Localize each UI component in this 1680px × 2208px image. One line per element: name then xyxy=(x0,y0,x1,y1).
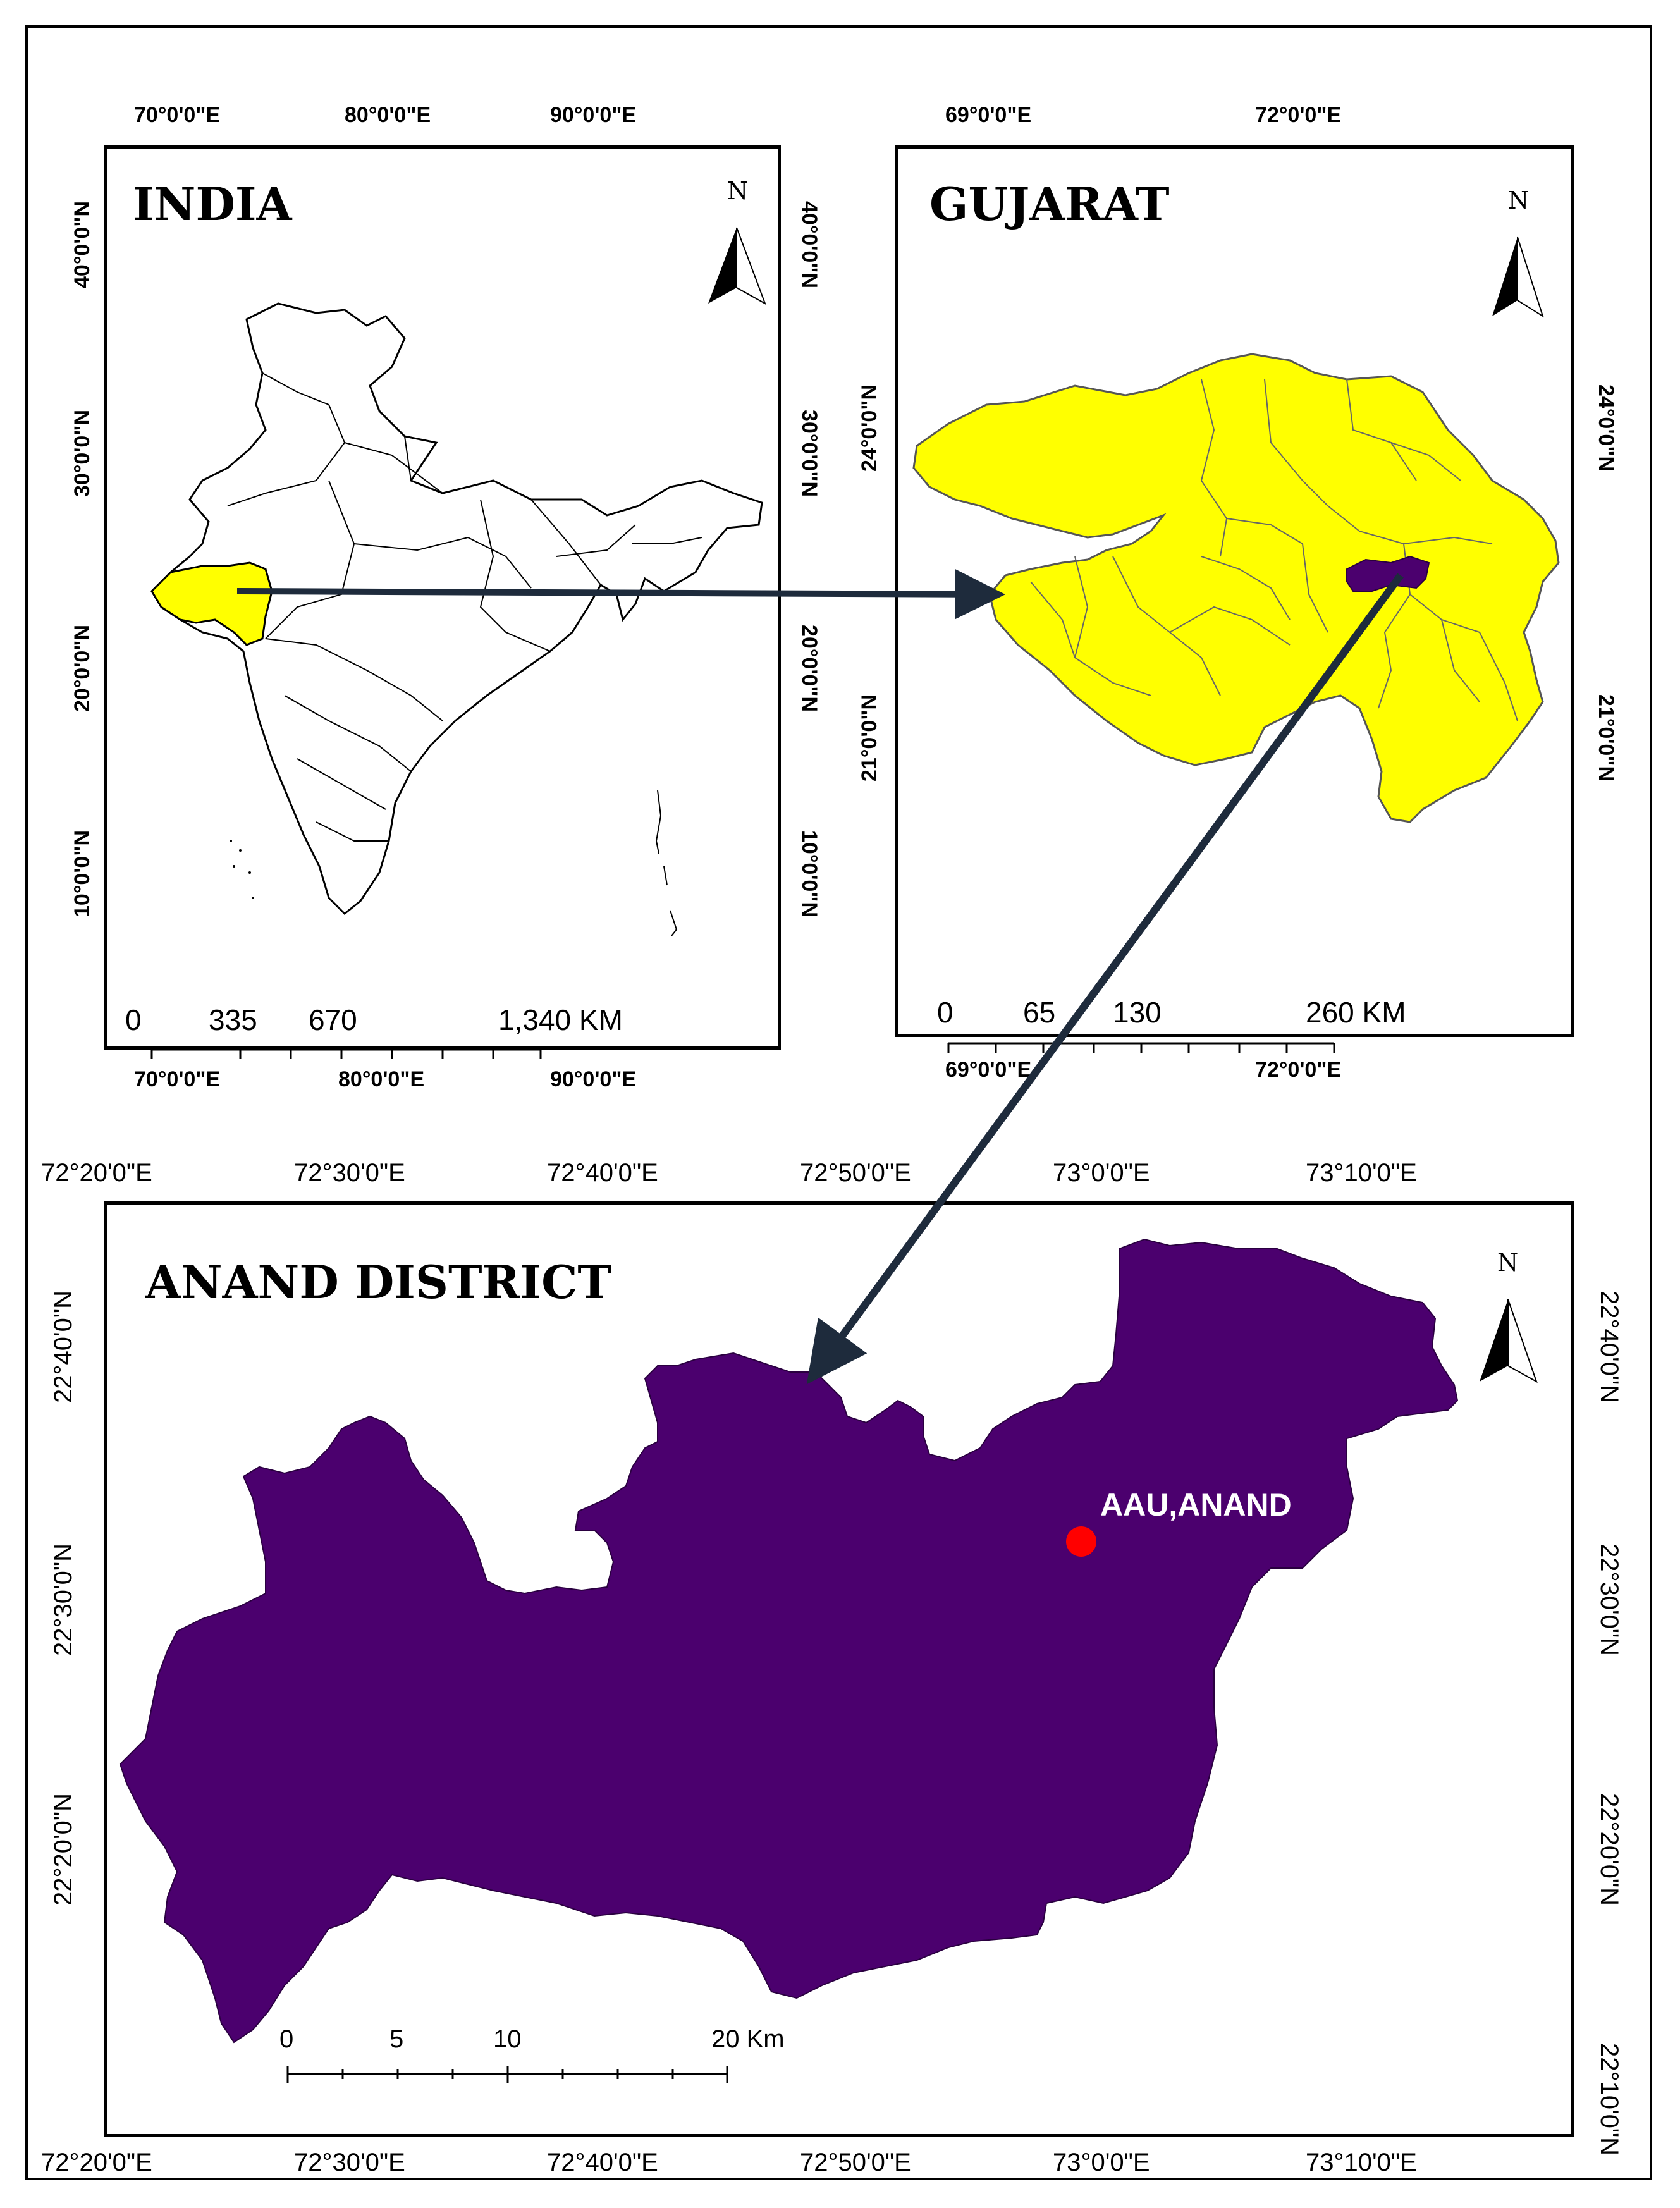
anand-top-tick: 72°50'0"E xyxy=(800,1159,911,1187)
anand-scale-label: 0 xyxy=(279,2025,294,2053)
anand-scale-label: 5 xyxy=(389,2025,404,2053)
india-bottom-tick: 80°0'0"E xyxy=(338,1067,425,1091)
anand-top-tick: 72°40'0"E xyxy=(547,1159,658,1187)
anand-bottom-tick: 73°0'0"E xyxy=(1053,2149,1150,2176)
aau-anand-point xyxy=(1066,1526,1096,1557)
anand-scale-label: 10 xyxy=(493,2025,522,2053)
gujarat-top-tick: 69°0'0"E xyxy=(945,103,1032,127)
india-top-tick: 70°0'0"E xyxy=(134,103,221,127)
gujarat-north-letter: N xyxy=(1508,187,1530,214)
india-bottom-tick: 90°0'0"E xyxy=(550,1067,637,1091)
anand-top-tick: 73°10'0"E xyxy=(1306,1159,1417,1187)
gujarat-to-anand-arrow xyxy=(806,573,1404,1385)
india-top-tick: 80°0'0"E xyxy=(345,103,431,127)
anand-top-tick: 72°30'0"E xyxy=(294,1159,405,1187)
india-title: INDIA xyxy=(133,177,292,231)
anand-bottom-tick: 72°20'0"E xyxy=(41,2149,152,2176)
india-scale-label: 335 xyxy=(209,1003,257,1036)
gujarat-scale-label: 0 xyxy=(937,996,953,1029)
gujarat-anand-highlight xyxy=(1346,555,1430,592)
anand-north-letter: N xyxy=(1497,1249,1519,1277)
gujarat-title: GUJARAT xyxy=(929,177,1170,231)
gujarat-scale-label: 65 xyxy=(1023,996,1056,1029)
india-scale-label: 670 xyxy=(309,1003,357,1036)
aau-anand-label: AAU,ANAND xyxy=(1100,1487,1292,1523)
gujarat-bottom-tick: 69°0'0"E xyxy=(945,1058,1032,1082)
gujarat-top-tick: 72°0'0"E xyxy=(1255,103,1342,127)
anand-bottom-tick: 73°10'0"E xyxy=(1306,2149,1417,2176)
anand-scale-label: 20 Km xyxy=(711,2025,785,2053)
gujarat-bottom-tick: 72°0'0"E xyxy=(1255,1058,1342,1082)
india-scale-label: 1,340 KM xyxy=(498,1003,623,1036)
india-scale-label: 0 xyxy=(125,1003,142,1036)
outer-frame xyxy=(25,25,1652,2180)
anand-bottom-tick: 72°50'0"E xyxy=(800,2149,911,2176)
anand-title: ANAND DISTRICT xyxy=(145,1255,611,1309)
india-gujarat-highlight xyxy=(150,561,273,646)
anand-top-tick: 73°0'0"E xyxy=(1053,1159,1150,1187)
india-to-gujarat-arrow xyxy=(236,568,1005,620)
india-bottom-tick: 70°0'0"E xyxy=(134,1067,221,1091)
india-top-tick: 90°0'0"E xyxy=(550,103,637,127)
anand-bottom-tick: 72°30'0"E xyxy=(294,2149,405,2176)
india-north-letter: N xyxy=(727,177,749,205)
gujarat-scale-label: 130 xyxy=(1113,996,1162,1029)
anand-top-tick: 72°20'0"E xyxy=(41,1159,152,1187)
anand-bottom-tick: 72°40'0"E xyxy=(547,2149,658,2176)
anand-district xyxy=(119,1238,1459,2044)
gujarat-scale-label: 260 KM xyxy=(1306,996,1406,1029)
